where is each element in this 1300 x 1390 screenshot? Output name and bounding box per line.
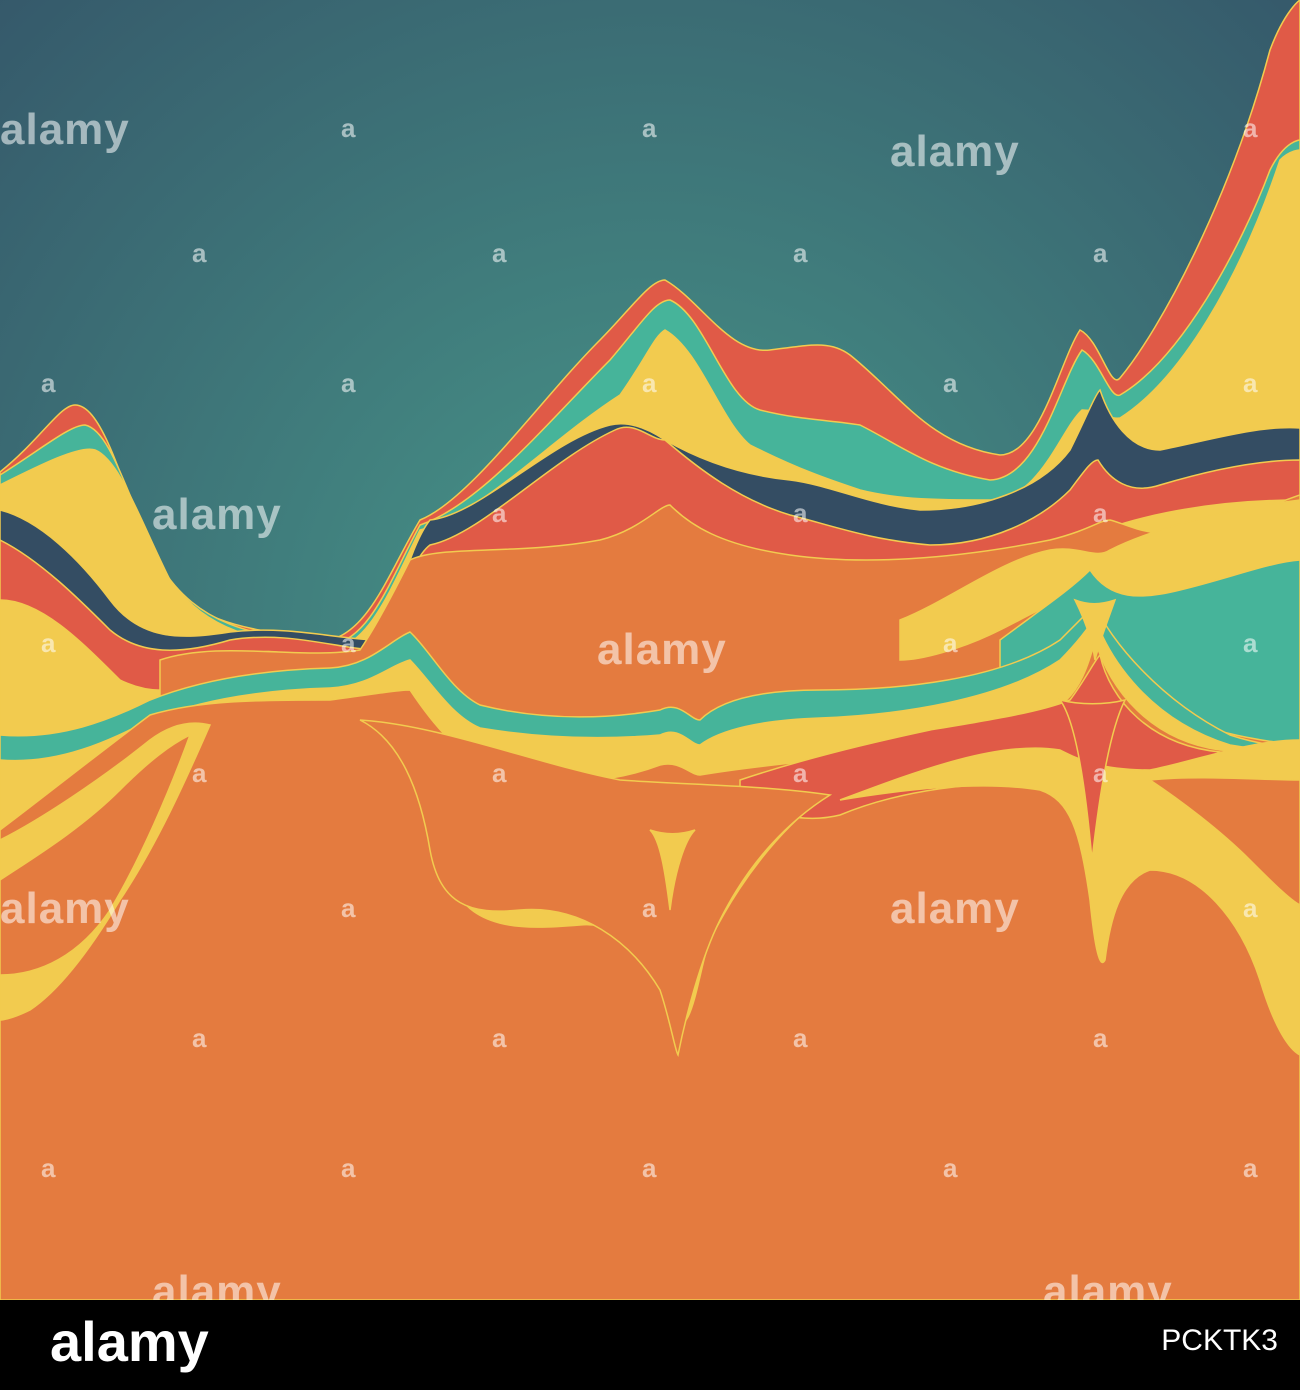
wave-drip-right-yellow-spike: [1073, 598, 1117, 661]
wave-drip-right-orange: [1147, 777, 1300, 906]
wave-drip-center-yellow-tip: [649, 829, 696, 911]
wave-drip-center-orange: [359, 719, 833, 1058]
wave-drip-right-yellow: [839, 739, 1300, 1056]
wave-drip-left-orange: [0, 733, 192, 976]
artwork-canvas: alamy alamy alamy alamy alamy alamy alam…: [0, 0, 1300, 1300]
image-id-label: PCKTK3: [1161, 1324, 1278, 1357]
wave-drip-right-red-spike: [1058, 698, 1127, 861]
footer-bar: alamy PCKTK3: [0, 1300, 1300, 1390]
footer-logo: alamy: [50, 1310, 209, 1373]
wave-illustration: [0, 0, 1300, 1300]
